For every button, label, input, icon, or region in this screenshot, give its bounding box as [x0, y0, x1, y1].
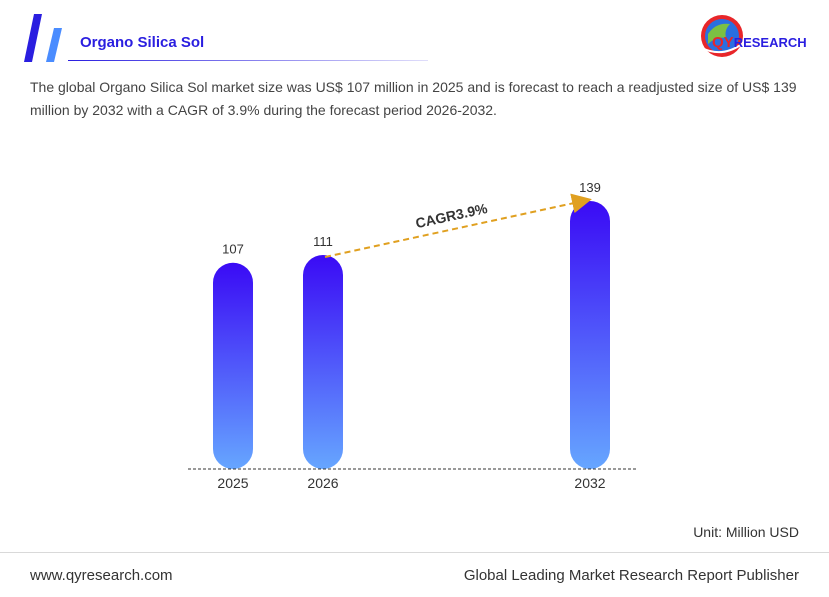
bar-2026 — [303, 254, 343, 469]
market-summary: The global Organo Silica Sol market size… — [30, 79, 797, 118]
footer-tagline: Global Leading Market Research Report Pu… — [463, 567, 799, 584]
logo-suffix: RESEARCH — [733, 35, 807, 50]
header: Organo Silica Sol — [0, 0, 829, 70]
page-title: Organo Silica Sol — [80, 34, 205, 51]
tick-label-2025: 2025 — [217, 475, 248, 491]
market-size-chart: 107 2025 111 2026 139 2032 CAGR3.9% — [188, 180, 636, 491]
value-label-2032: 139 — [579, 180, 601, 195]
cagr-arrow — [324, 193, 592, 258]
header-divider — [68, 60, 428, 61]
value-label-2026: 111 — [313, 234, 333, 249]
unit-label: Unit: Million USD — [693, 524, 799, 540]
footer-divider — [0, 552, 829, 553]
tick-label-2026: 2026 — [307, 475, 338, 491]
logo-prefix: QY — [712, 34, 734, 51]
bar-2032 — [570, 201, 610, 469]
bar-2025 — [213, 262, 253, 469]
tick-label-2032: 2032 — [574, 475, 605, 491]
logo-text: QYRESEARCH — [712, 34, 807, 51]
qyresearch-logo — [701, 15, 743, 57]
cagr-label: CAGR3.9% — [414, 200, 489, 231]
footer-website: www.qyresearch.com — [30, 567, 173, 584]
brand-stripes-icon — [24, 14, 62, 62]
value-label-2025: 107 — [222, 242, 244, 257]
